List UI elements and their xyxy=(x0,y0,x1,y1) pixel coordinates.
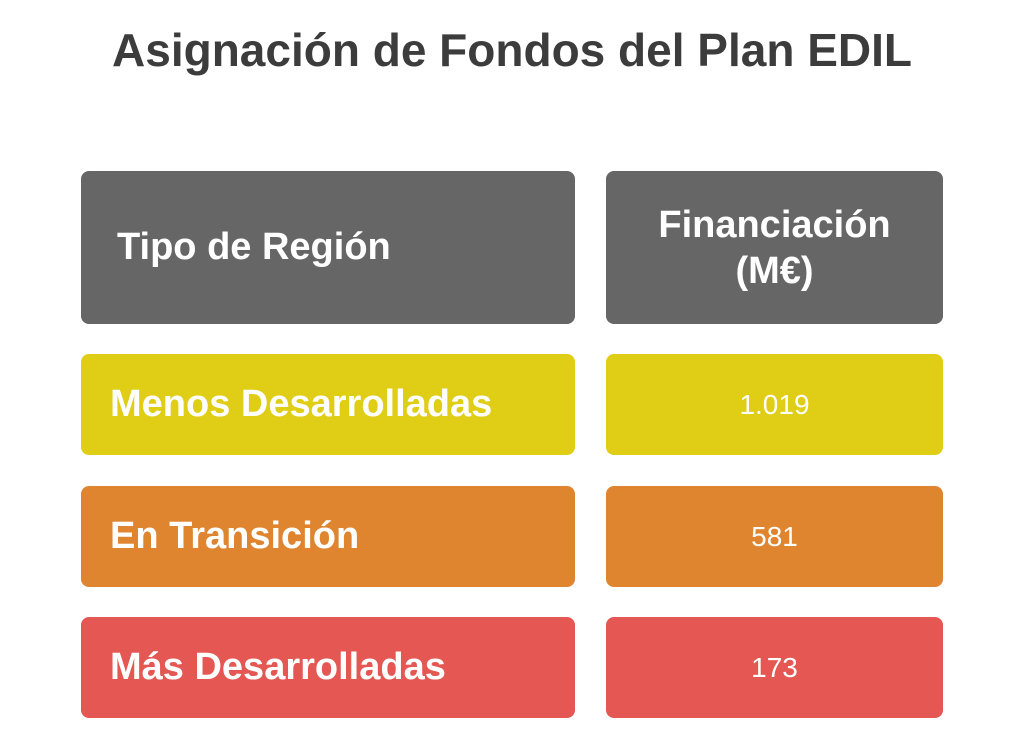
header-region: Tipo de Región xyxy=(81,171,575,324)
header-funding-line2: (M€) xyxy=(735,249,814,292)
row-value-menos-desarrolladas: 1.019 xyxy=(606,354,943,455)
row-value-mas-desarrolladas: 173 xyxy=(606,617,943,718)
header-funding: Financiación (M€) xyxy=(606,171,943,324)
row-label-mas-desarrolladas: Más Desarrolladas xyxy=(81,617,575,718)
row-label-en-transicion: En Transición xyxy=(81,486,575,587)
header-funding-line1: Financiación xyxy=(658,203,891,246)
row-value-en-transicion: 581 xyxy=(606,486,943,587)
chart-title: Asignación de Fondos del Plan EDIL xyxy=(112,24,912,76)
row-label-menos-desarrolladas: Menos Desarrolladas xyxy=(81,354,575,455)
